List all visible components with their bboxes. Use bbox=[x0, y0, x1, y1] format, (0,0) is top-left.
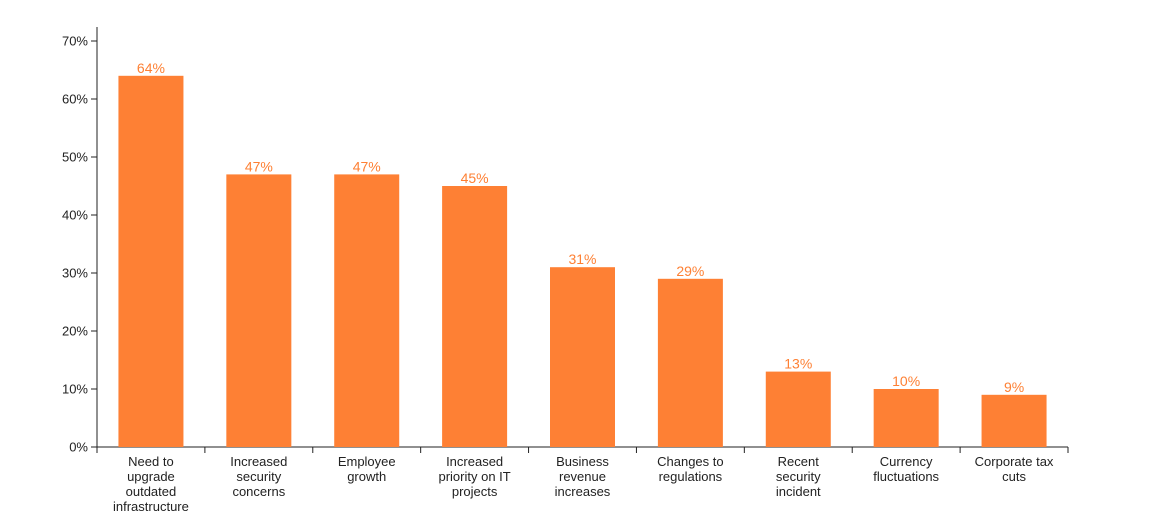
x-category-label-line: outdated bbox=[126, 484, 177, 499]
category-labels: Need to upgrade outdated infrastructure Incr… bbox=[113, 454, 1054, 514]
x-category-label-line: priority on IT bbox=[438, 469, 510, 484]
y-tick-label: 0% bbox=[69, 440, 88, 455]
bar bbox=[873, 389, 939, 447]
x-axis bbox=[96, 446, 1069, 453]
x-category-label-line: increases bbox=[555, 484, 611, 499]
bar bbox=[550, 267, 615, 447]
x-category-label-line: regulations bbox=[659, 469, 723, 484]
bar bbox=[765, 371, 831, 447]
x-category-label-line: Increased bbox=[230, 454, 287, 469]
bar-value-label: 47% bbox=[245, 158, 273, 174]
y-tick-label: 60% bbox=[62, 92, 88, 107]
x-category-label-line: security bbox=[776, 469, 821, 484]
x-category-label-line: incident bbox=[776, 484, 821, 499]
x-category-label: Employee growth bbox=[338, 454, 396, 484]
y-tick-label: 40% bbox=[62, 208, 88, 223]
y-tick-label: 30% bbox=[62, 266, 88, 281]
x-category-label-line: Recent bbox=[778, 454, 820, 469]
x-category-label-line: Changes to bbox=[657, 454, 724, 469]
y-tick-label: 20% bbox=[62, 324, 88, 339]
x-category-label-line: growth bbox=[347, 469, 386, 484]
y-axis: 0% 10% 20% 30% 40% 50% 60% 70% bbox=[62, 27, 98, 455]
bar-value-label: 64% bbox=[137, 60, 165, 76]
x-category-label-line: Increased bbox=[446, 454, 503, 469]
bar-value-label: 13% bbox=[784, 356, 812, 372]
data-labels: 64% 47% 47% 45% 31% 29% 13% 10% 9% bbox=[137, 60, 1024, 395]
x-category-label-line: Need to bbox=[128, 454, 174, 469]
x-category-label-line: security bbox=[236, 469, 281, 484]
x-category-label: Increased security concerns bbox=[230, 454, 287, 499]
bar-value-label: 45% bbox=[461, 170, 489, 186]
x-category-label-line: Employee bbox=[338, 454, 396, 469]
x-category-label-line: Currency bbox=[880, 454, 933, 469]
x-category-label-line: infrastructure bbox=[113, 499, 189, 514]
x-category-label-line: upgrade bbox=[127, 469, 175, 484]
x-category-label: Need to upgrade outdated infrastructure bbox=[113, 454, 189, 514]
x-category-label-line: fluctuations bbox=[873, 469, 939, 484]
bar bbox=[657, 278, 723, 447]
x-category-label: Business revenue increases bbox=[555, 454, 611, 499]
bar bbox=[334, 174, 400, 447]
bar-value-label: 29% bbox=[676, 263, 704, 279]
x-category-label: Increased priority on IT projects bbox=[438, 454, 510, 499]
bar-value-label: 9% bbox=[1004, 379, 1024, 395]
bar-value-label: 31% bbox=[568, 251, 596, 267]
x-category-label-line: projects bbox=[452, 484, 498, 499]
y-tick-label: 50% bbox=[62, 150, 88, 165]
bar bbox=[442, 186, 508, 447]
bar bbox=[226, 174, 292, 447]
x-category-label: Currency fluctuations bbox=[873, 454, 939, 484]
y-tick-label: 70% bbox=[62, 34, 88, 49]
x-category-label-line: Corporate tax bbox=[975, 454, 1054, 469]
x-category-label-line: Business bbox=[556, 454, 609, 469]
x-category-label: Recent security incident bbox=[776, 454, 821, 499]
bar-value-label: 47% bbox=[353, 158, 381, 174]
y-tick-label: 10% bbox=[62, 382, 88, 397]
x-category-label-line: cuts bbox=[1002, 469, 1026, 484]
x-category-label-line: revenue bbox=[559, 469, 606, 484]
bars bbox=[118, 75, 1047, 448]
x-category-label-line: concerns bbox=[232, 484, 285, 499]
bar bbox=[118, 75, 184, 448]
bar-value-label: 10% bbox=[892, 373, 920, 389]
bar bbox=[981, 394, 1047, 447]
x-category-label: Changes to regulations bbox=[657, 454, 724, 484]
x-category-label: Corporate tax cuts bbox=[975, 454, 1054, 484]
